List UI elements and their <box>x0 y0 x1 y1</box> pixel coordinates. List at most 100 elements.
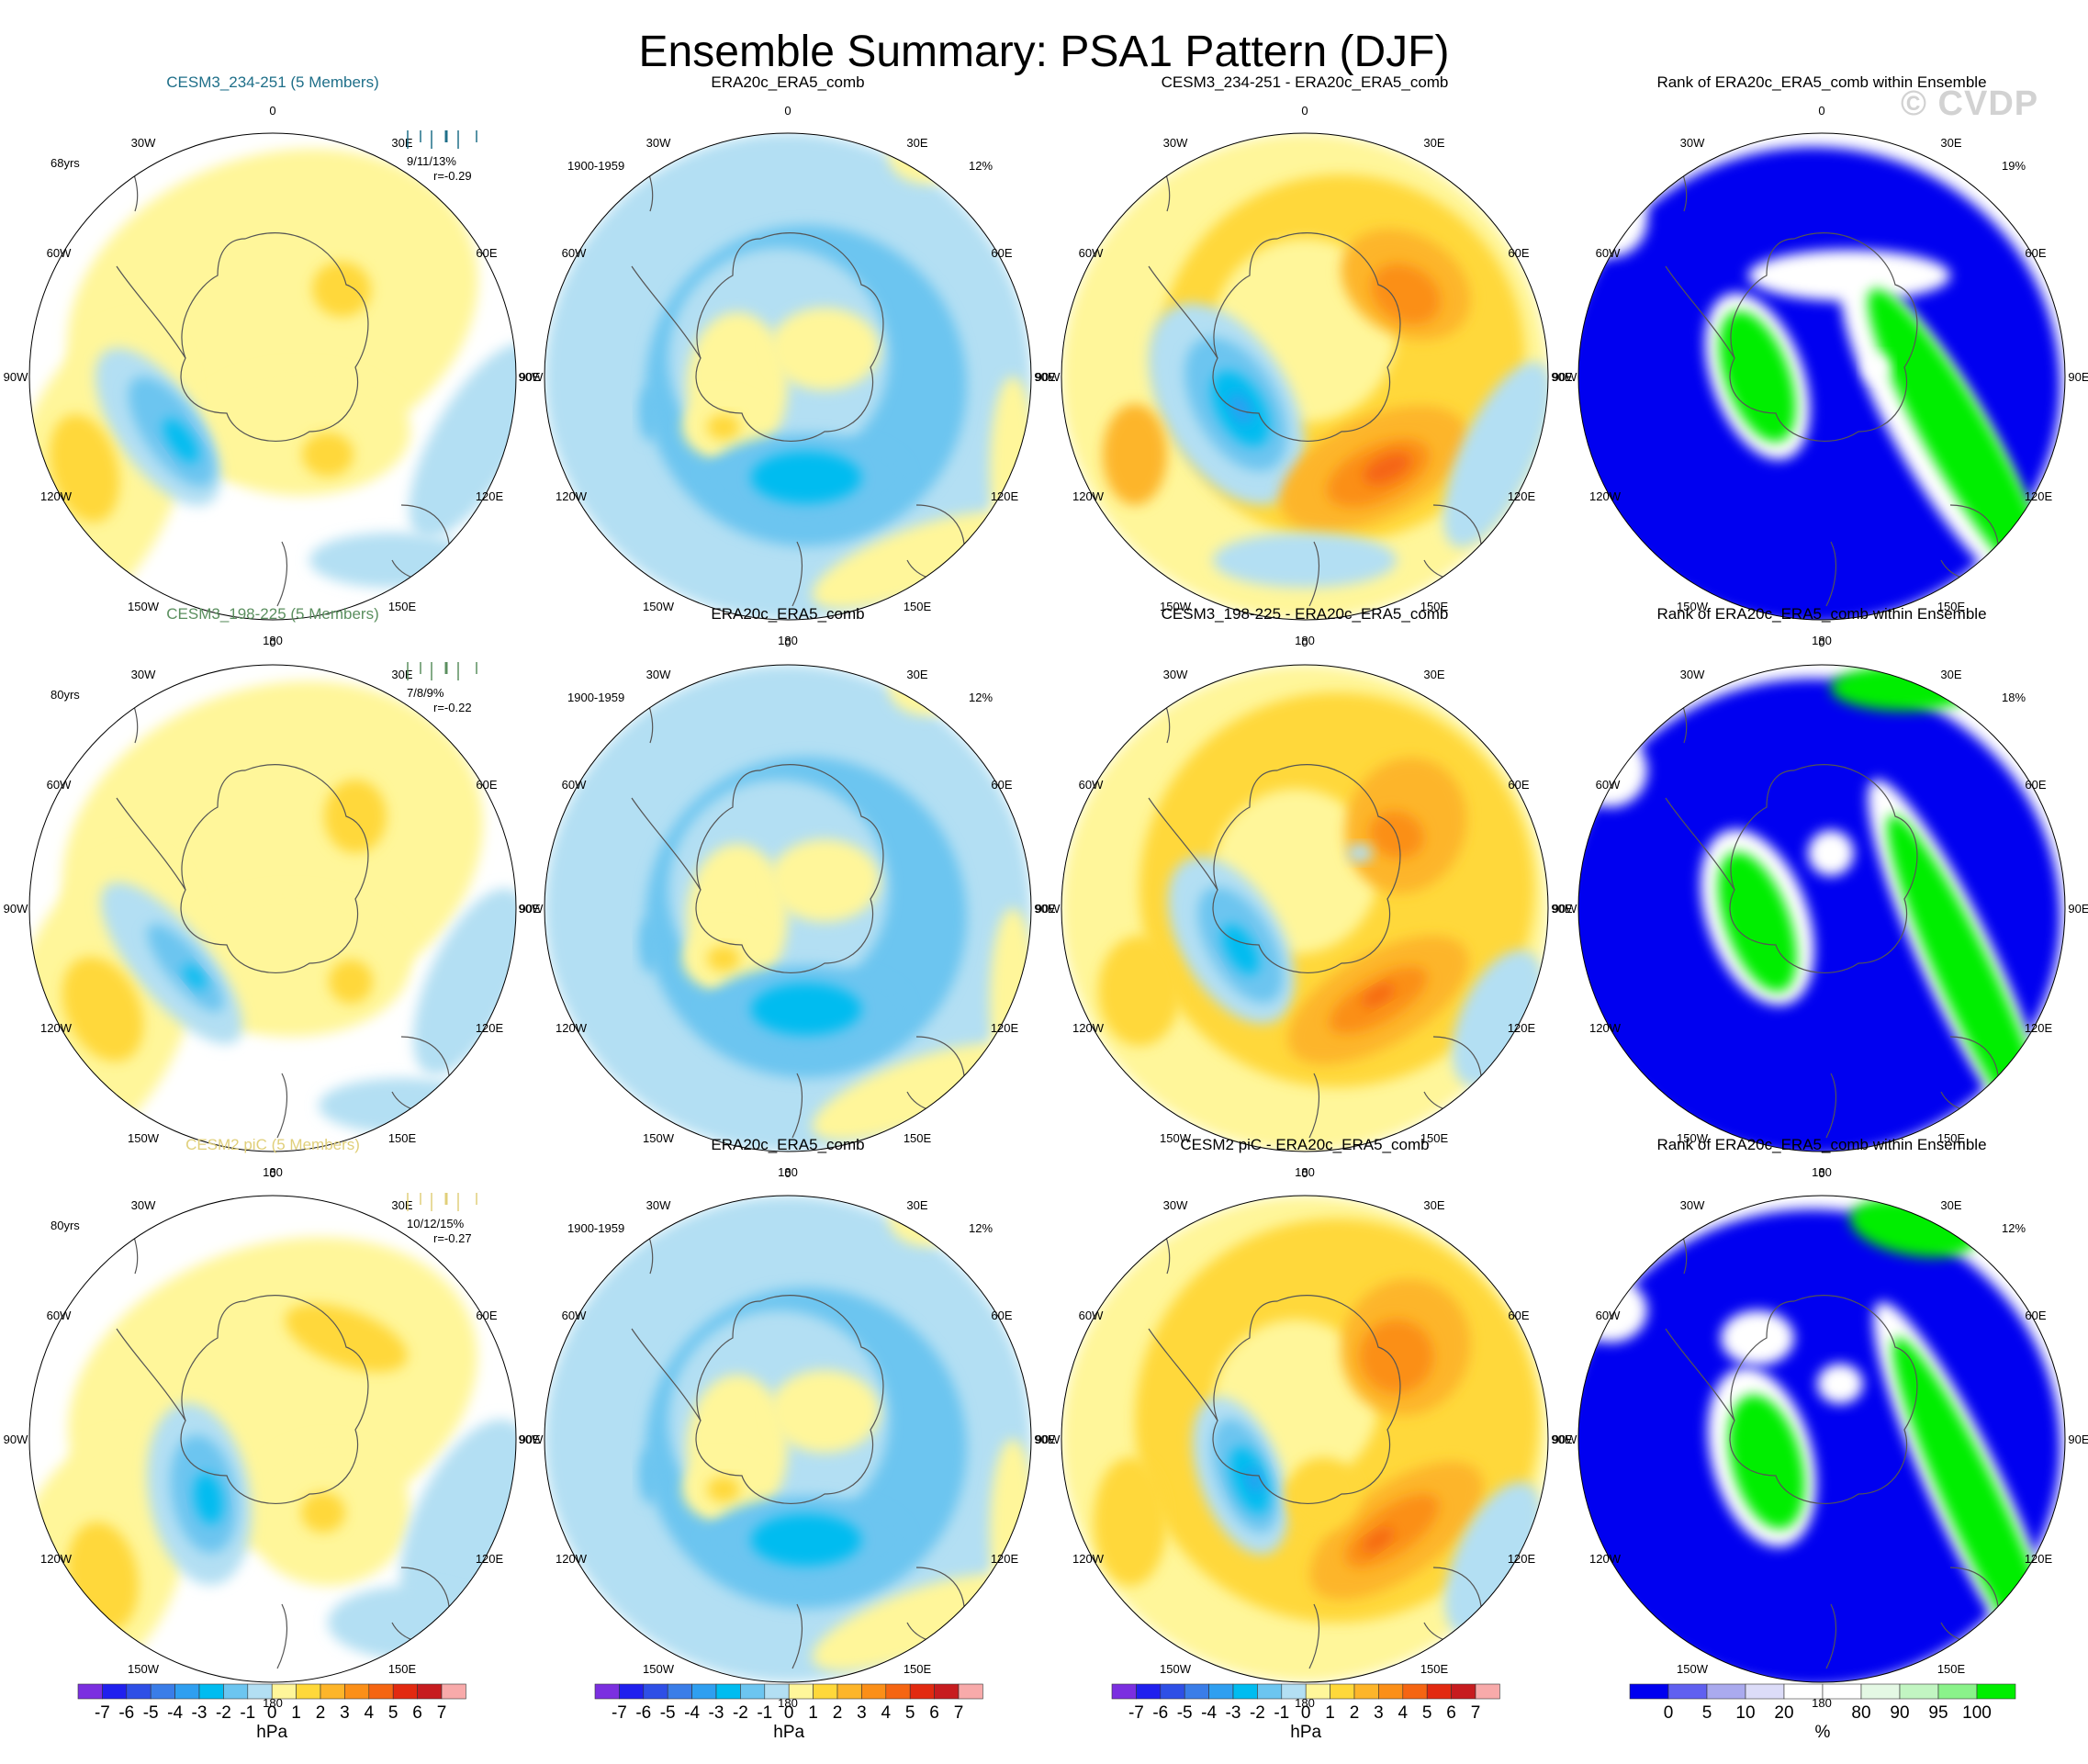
lon-label-120e: 120E <box>2025 489 2053 503</box>
colorbar-swatch <box>198 1683 224 1700</box>
coastline <box>631 797 702 891</box>
contour-blob <box>329 960 373 1004</box>
model-title: CESM3_234-251 (5 Members) <box>166 73 378 91</box>
obs-map-row3: 0 30E 60E 90E 120E 150E 180 150W 120W 90W 60W 30W <box>519 1166 1056 1710</box>
contour-blob <box>812 511 1021 609</box>
lon-label-180: 180 <box>263 1696 283 1710</box>
contour-blob <box>751 983 861 1035</box>
rank-swatch <box>1822 1683 1862 1700</box>
contour-blob <box>1444 1481 1542 1635</box>
lon-label-0: 0 <box>1818 104 1824 118</box>
contour-blob <box>707 946 740 972</box>
colorbar-swatch <box>909 1683 935 1700</box>
lon-label-60e: 60E <box>1508 1309 1529 1322</box>
colorbar-swatch <box>1402 1683 1428 1700</box>
contour-blob <box>1817 1364 1863 1404</box>
colorbar-swatch <box>1160 1683 1185 1700</box>
lon-label-150w: 150W <box>1160 1131 1192 1145</box>
lon-label-90e: 90E <box>519 902 540 916</box>
coastline <box>116 1328 186 1421</box>
contour-blob <box>194 1473 223 1524</box>
lon-label-0: 0 <box>269 104 275 118</box>
lon-label-180: 180 <box>263 634 283 647</box>
colorbar-tick: -1 <box>757 1703 772 1723</box>
lon-label-30e: 30E <box>1940 136 1961 150</box>
lon-label-90w: 90W <box>1036 902 1061 916</box>
colorbar-tick: 0 <box>267 1703 277 1723</box>
contour-blob <box>769 1370 880 1453</box>
lon-label-150w: 150W <box>643 600 675 613</box>
coastline <box>180 232 369 442</box>
contour-blob <box>707 414 740 440</box>
coastline <box>1729 232 1918 442</box>
lon-label-180: 180 <box>1812 1696 1832 1710</box>
contour-blob <box>312 261 371 318</box>
map-border <box>544 1195 1032 1683</box>
contour-blob <box>1371 264 1441 324</box>
rank-map-row2: 0 30E 60E 90E 120E 150E 180 150W 120W 90W 60W 30W <box>1553 635 2088 1179</box>
diff-title: CESM2 piC - ERA20c_ERA5_comb <box>1180 1136 1429 1153</box>
colorbar-tick: 0 <box>1301 1703 1311 1723</box>
colorbar-swatch <box>643 1683 668 1700</box>
model-title: CESM3_198-225 (5 Members) <box>166 605 378 623</box>
coastline <box>1308 1603 1319 1669</box>
map-border <box>1577 1195 2066 1683</box>
lon-label-90w: 90W <box>4 902 28 916</box>
colorbar-swatch <box>77 1683 103 1700</box>
obs-variance-pct: 12% <box>969 691 993 704</box>
colorbar-tick: -6 <box>635 1703 651 1723</box>
colorbar-tick: -1 <box>1274 1703 1289 1723</box>
lon-label-60e: 60E <box>476 778 497 792</box>
lon-label-120e: 120E <box>991 489 1019 503</box>
contour-blob <box>409 343 516 539</box>
lon-label-90e: 90E <box>1551 902 1572 916</box>
lon-label-30e: 30E <box>906 1198 927 1212</box>
colorbar-swatch <box>150 1683 175 1700</box>
rank-title: Rank of ERA20c_ERA5_comb within Ensemble <box>1656 605 1986 623</box>
obs-period: 1900-1959 <box>567 1221 624 1235</box>
obs-title: ERA20c_ERA5_comb <box>711 73 864 91</box>
lon-label-30e: 30E <box>906 136 927 150</box>
pattern-correlation: r=-0.29 <box>433 169 472 183</box>
lon-label-150e: 150E <box>904 600 932 613</box>
contour-blob <box>639 1448 661 1503</box>
colorbar-swatch <box>368 1683 394 1700</box>
hpa-colorbar-1: -7 -6 -5 -4 -3 -2 -1 0 1 2 3 4 5 6 7 hPa <box>77 1683 466 1742</box>
lon-label-90e: 90E <box>2068 370 2088 384</box>
contour-blob <box>324 780 387 853</box>
contour-blob <box>399 1419 516 1624</box>
spread-ticks <box>407 130 477 149</box>
lon-label-30e: 30E <box>1423 136 1444 150</box>
lon-label-180: 180 <box>1295 634 1315 647</box>
lon-label-30e: 30E <box>391 136 412 150</box>
coastline <box>1729 764 1918 973</box>
lon-label-60e: 60E <box>2025 246 2046 260</box>
colorbar-tick: -5 <box>660 1703 676 1723</box>
lon-label-150e: 150E <box>904 1131 932 1145</box>
rank-pct: 12% <box>2002 1221 2026 1235</box>
colorbar-tick: 7 <box>954 1703 964 1723</box>
lon-label-30e: 30E <box>391 1198 412 1212</box>
contour-blob <box>1229 393 1252 424</box>
diff-map-row1: 0 30E 60E 90E 120E 150E 180 150W 120W 90W 60W 30W <box>1036 104 1573 647</box>
contour-blob <box>1098 936 1181 1046</box>
lon-label-30e: 30E <box>1940 668 1961 681</box>
rank-tick: 20 <box>1774 1703 1793 1723</box>
colorbar-tick: 4 <box>365 1703 375 1723</box>
lon-label-90e: 90E <box>1034 902 1055 916</box>
lon-label-30e: 30E <box>906 668 927 681</box>
coastline <box>1212 232 1401 442</box>
lon-label-60w: 60W <box>1596 246 1621 260</box>
spread-stats: 10/12/15% <box>407 1217 465 1230</box>
lon-label-30w: 30W <box>1163 136 1188 150</box>
coastline <box>695 764 884 973</box>
lon-label-0: 0 <box>784 104 791 118</box>
rank-swatch <box>1976 1683 2016 1700</box>
model-title: CESM2 piC (5 Members) <box>185 1136 360 1153</box>
coastline <box>695 232 884 442</box>
colorbar-tick: -3 <box>192 1703 208 1723</box>
colorbar-swatch <box>102 1683 128 1700</box>
model-map-row1: 0 30E 60E 90E 120E 150E 180 150W 120W 90W 60W 30W <box>4 104 541 647</box>
colorbar-swatch <box>271 1683 297 1700</box>
lon-label-120w: 120W <box>1589 1021 1622 1035</box>
